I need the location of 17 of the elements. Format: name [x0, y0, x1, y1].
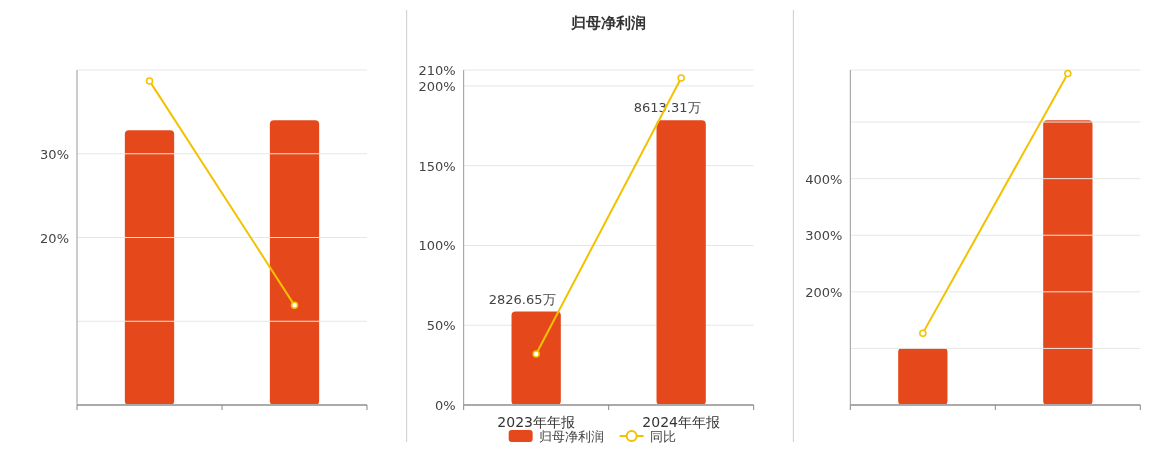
y-tick-label: 100% [418, 238, 456, 254]
y-tick-label: 200% [805, 284, 843, 300]
y-tick-label: 20% [40, 230, 69, 246]
x-tick-label: 2023年年报 [497, 414, 575, 430]
chart-title: 归母净利润 [570, 14, 647, 32]
y-tick-label: 200% [418, 78, 456, 94]
y-tick-label: 150% [418, 158, 456, 174]
data-label: 2826.65万 [488, 291, 556, 307]
legend-label: 归母净利润 [538, 429, 604, 444]
y-tick-label: 300% [805, 228, 843, 244]
x-tick-label: 2024年年报 [642, 414, 720, 430]
y-tick-label: 400% [805, 171, 843, 187]
y-tick-label: 30% [40, 146, 69, 162]
y-tick-label: 210% [418, 63, 456, 78]
y-tick-label: 50% [426, 318, 456, 334]
y-tick-label: 0% [435, 398, 456, 413]
legend-label: 同比 [649, 429, 676, 444]
